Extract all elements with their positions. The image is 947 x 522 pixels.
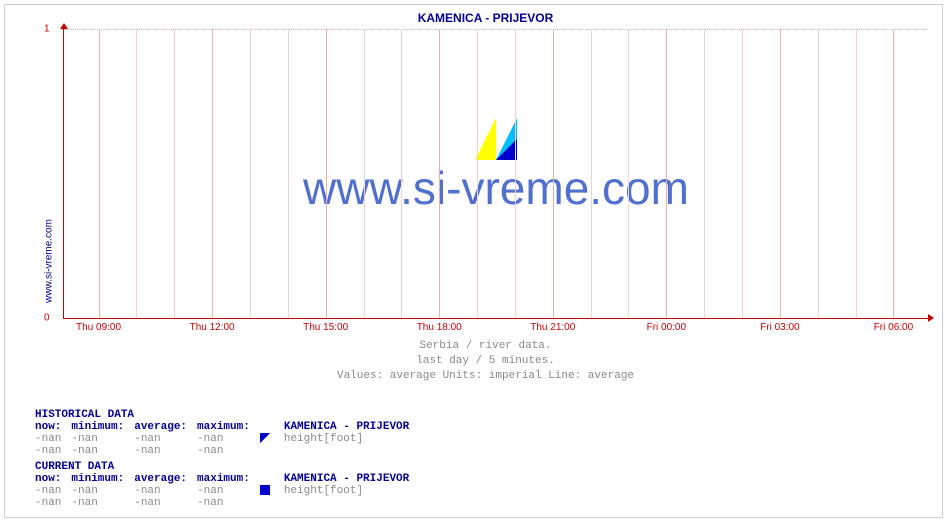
cell: -nan [197, 433, 260, 445]
swatch-cell [260, 485, 284, 497]
grid-v-major [439, 29, 440, 318]
grid-v-major [212, 29, 213, 318]
col-header [260, 473, 284, 485]
grid-v-major [893, 29, 894, 318]
series-label [284, 445, 419, 457]
panel: www.si-vreme.com KAMENICA - PRIJEVOR www… [4, 4, 943, 518]
cell: -nan [134, 485, 197, 497]
x-tick-label: Fri 03:00 [760, 322, 799, 333]
col-header: KAMENICA - PRIJEVOR [284, 421, 419, 433]
grid-v-minor [818, 29, 819, 318]
watermark-logo-icon [475, 118, 517, 160]
section-title: CURRENT DATA [35, 461, 932, 473]
caption-line: Serbia / river data. [35, 339, 936, 354]
chart-area: KAMENICA - PRIJEVOR www.si-vreme.com 01T… [35, 11, 936, 377]
caption-line: Values: average Units: imperial Line: av… [35, 369, 936, 384]
grid-v-minor [591, 29, 592, 318]
section-title: HISTORICAL DATA [35, 409, 932, 421]
swatch-cell [260, 445, 284, 457]
series-swatch-icon [260, 433, 270, 443]
x-tick-label: Thu 15:00 [303, 322, 348, 333]
swatch-cell [260, 497, 284, 509]
grid-v-major [326, 29, 327, 318]
grid-v-minor [515, 29, 516, 318]
cell: -nan [35, 485, 71, 497]
cell: -nan [35, 433, 71, 445]
x-tick-label: Fri 06:00 [874, 322, 913, 333]
col-header [260, 421, 284, 433]
cell: -nan [197, 485, 260, 497]
grid-v-minor [628, 29, 629, 318]
grid-v-minor [288, 29, 289, 318]
grid-v-minor [704, 29, 705, 318]
grid-v-minor [742, 29, 743, 318]
data-table: now:minimum:average:maximum: KAMENICA - P… [35, 473, 419, 509]
series-label: height[foot] [284, 433, 419, 445]
grid-v-minor [401, 29, 402, 318]
grid-h [64, 29, 928, 30]
data-table: now:minimum:average:maximum: KAMENICA - P… [35, 421, 419, 457]
x-tick-label: Thu 18:00 [417, 322, 462, 333]
cell: -nan [71, 433, 134, 445]
grid-v-minor [364, 29, 365, 318]
cell: -nan [134, 445, 197, 457]
col-header: maximum: [197, 421, 260, 433]
cell: -nan [134, 433, 197, 445]
series-label [284, 497, 419, 509]
x-tick-label: Thu 21:00 [530, 322, 575, 333]
cell: -nan [35, 497, 71, 509]
cell: -nan [71, 497, 134, 509]
watermark-text: www.si-vreme.com [303, 161, 689, 215]
grid-v-minor [250, 29, 251, 318]
cell: -nan [35, 445, 71, 457]
col-header: now: [35, 473, 71, 485]
cell: -nan [134, 497, 197, 509]
grid-v-minor [856, 29, 857, 318]
col-header: average: [134, 421, 197, 433]
grid-v-major [666, 29, 667, 318]
series-swatch-icon [260, 485, 270, 495]
col-header: minimum: [71, 421, 134, 433]
grid-v-major [780, 29, 781, 318]
series-label: height[foot] [284, 485, 419, 497]
chart-caption: Serbia / river data.last day / 5 minutes… [35, 339, 936, 384]
caption-line: last day / 5 minutes. [35, 354, 936, 369]
x-tick-label: Fri 00:00 [647, 322, 686, 333]
grid-v-minor [174, 29, 175, 318]
col-header: now: [35, 421, 71, 433]
grid-v-major [99, 29, 100, 318]
y-tick-label: 0 [44, 313, 50, 324]
col-header: maximum: [197, 473, 260, 485]
col-header: minimum: [71, 473, 134, 485]
cell: -nan [71, 445, 134, 457]
grid-v-major [553, 29, 554, 318]
grid-v-minor [477, 29, 478, 318]
cell: -nan [71, 485, 134, 497]
col-header: average: [134, 473, 197, 485]
plot-region: www.si-vreme.com 01Thu 09:00Thu 12:00Thu… [63, 29, 928, 319]
grid-v-minor [136, 29, 137, 318]
swatch-cell [260, 433, 284, 445]
x-tick-label: Thu 12:00 [190, 322, 235, 333]
cell: -nan [197, 445, 260, 457]
col-header: KAMENICA - PRIJEVOR [284, 473, 419, 485]
x-tick-label: Thu 09:00 [76, 322, 121, 333]
cell: -nan [197, 497, 260, 509]
data-tables: HISTORICAL DATAnow:minimum:average:maxim… [35, 405, 932, 509]
chart-title: KAMENICA - PRIJEVOR [35, 11, 936, 25]
y-tick-label: 1 [44, 24, 50, 35]
